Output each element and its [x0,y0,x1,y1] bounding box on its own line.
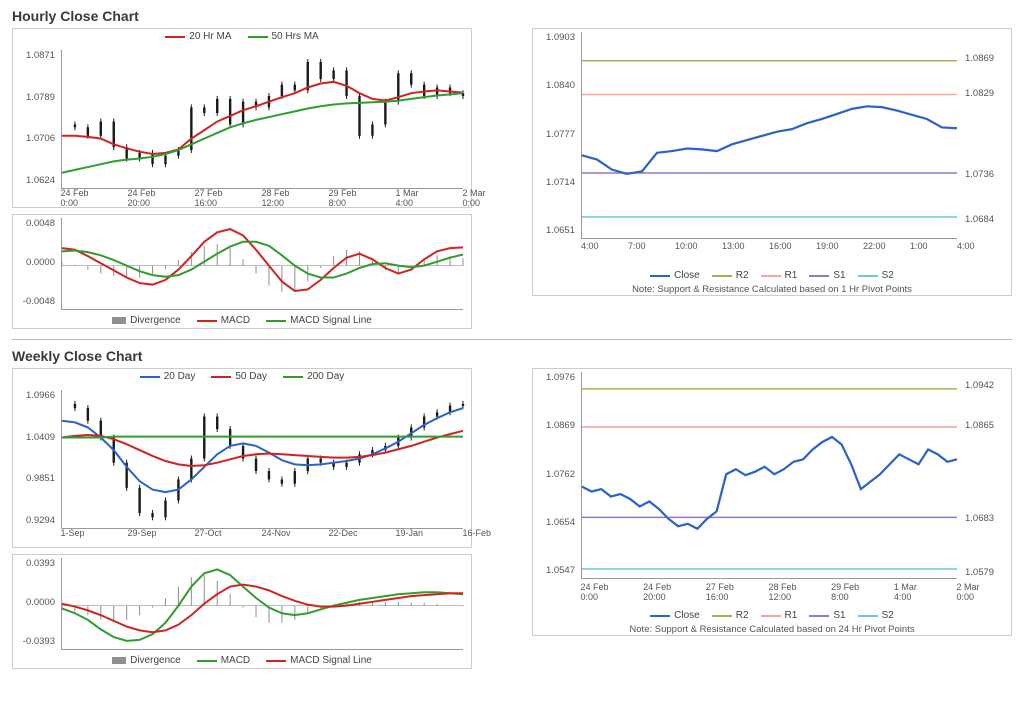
weekly-macd-plotarea [61,558,463,650]
legend-item: R2 [712,610,749,621]
legend-item: S2 [858,270,894,281]
hourly-pivot-svg [582,32,957,245]
legend-item: 20 Hr MA [165,31,231,42]
legend-item: MACD Signal Line [266,655,372,666]
hourly-price-xaxis: 24 Feb0:0024 Feb20:0027 Feb16:0028 Feb12… [61,189,463,207]
hourly-pivot-plotarea [581,32,957,239]
legend-item: Divergence [112,655,181,666]
legend-item: S1 [809,270,845,281]
legend-item: Close [650,270,700,281]
weekly-macd-legend: Divergence MACD MACD Signal Line [13,653,471,668]
legend-item: MACD [197,315,250,326]
hourly-macd-yaxis: 0.00480.0000-0.0048 [13,215,59,310]
legend-item: 50 Day [211,371,267,382]
legend-item: R1 [761,610,798,621]
weekly-pivot-chart: 1.09761.08691.07621.06541.0547 1.09421.0… [532,368,1012,636]
weekly-pivot-svg [582,372,957,585]
legend-item: MACD Signal Line [266,315,372,326]
legend-item: 20 Day [140,371,196,382]
weekly-macd-svg [62,558,463,653]
legend-item: Close [650,610,700,621]
weekly-section: Weekly Close Chart 20 Day 50 Day 200 Day 1… [12,348,1012,669]
weekly-price-plotarea [61,390,463,529]
hourly-left-column: 20 Hr MA 50 Hrs MA 1.08711.07891.07061.06… [12,28,472,329]
weekly-pivot-yaxis: 1.09761.08691.07621.06541.0547 [533,369,579,579]
hourly-section: Hourly Close Chart 20 Hr MA 50 Hrs MA 1.0… [12,8,1012,329]
legend-item: S2 [858,610,894,621]
weekly-price-chart: 20 Day 50 Day 200 Day 1.09661.04090.98510.… [12,368,472,548]
hourly-price-legend: 20 Hr MA 50 Hrs MA [13,29,471,44]
hourly-title: Hourly Close Chart [12,8,1012,24]
hourly-macd-chart: 0.00480.0000-0.0048 Divergence MACD MACD S… [12,214,472,329]
weekly-title: Weekly Close Chart [12,348,1012,364]
legend-item: MACD [197,655,250,666]
weekly-right-column: 1.09761.08691.07621.06541.0547 1.09421.0… [532,368,1012,669]
legend-item: 50 Hrs MA [248,31,319,42]
legend-item: Divergence [112,315,181,326]
hourly-macd-legend: Divergence MACD MACD Signal Line [13,313,471,328]
weekly-pivot-xaxis: 24 Feb0:0024 Feb20:0027 Feb16:0028 Feb12… [581,583,957,607]
weekly-pivot-level-labels: 1.09421.08651.06831.0579 [961,369,1011,589]
hourly-pivot-yaxis: 1.09031.08401.07771.07141.0651 [533,29,579,239]
weekly-pivot-plotarea [581,372,957,579]
hourly-price-yaxis: 1.08711.07891.07061.0624 [13,47,59,189]
hourly-macd-svg [62,218,463,313]
hourly-price-chart: 20 Hr MA 50 Hrs MA 1.08711.07891.07061.06… [12,28,472,208]
hourly-pivot-note: Note: Support & Resistance Calculated ba… [533,284,1011,295]
weekly-macd-chart: 0.03930.0000-0.0393 Divergence MACD MACD S… [12,554,472,669]
hourly-pivot-level-labels: 1.08691.08291.07361.0684 [961,29,1011,249]
legend-item: S1 [809,610,845,621]
legend-item: 200 Day [283,371,344,382]
weekly-price-svg [62,390,463,530]
weekly-macd-yaxis: 0.03930.0000-0.0393 [13,555,59,650]
hourly-pivot-legend: Close R2 R1 S1 S2 [533,268,1011,283]
weekly-pivot-note: Note: Support & Resistance Calculated ba… [533,624,1011,635]
legend-item: R2 [712,270,749,281]
hourly-macd-plotarea [61,218,463,310]
legend-item: R1 [761,270,798,281]
hourly-price-svg [62,50,463,190]
hourly-pivot-xaxis: 4:007:0010:0013:0016:0019:0022:001:004:0… [581,241,957,255]
weekly-price-yaxis: 1.09661.04090.98510.9294 [13,387,59,529]
section-separator [12,339,1012,340]
hourly-right-column: 1.09031.08401.07771.07141.0651 1.08691.0… [532,28,1012,329]
weekly-pivot-legend: Close R2 R1 S1 S2 [533,608,1011,623]
hourly-price-plotarea [61,50,463,189]
hourly-pivot-chart: 1.09031.08401.07771.07141.0651 1.08691.0… [532,28,1012,296]
weekly-price-legend: 20 Day 50 Day 200 Day [13,369,471,384]
weekly-left-column: 20 Day 50 Day 200 Day 1.09661.04090.98510.… [12,368,472,669]
weekly-price-xaxis: 1-Sep29-Sep27-Oct24-Nov22-Dec19-Jan16-Fe… [61,529,463,547]
